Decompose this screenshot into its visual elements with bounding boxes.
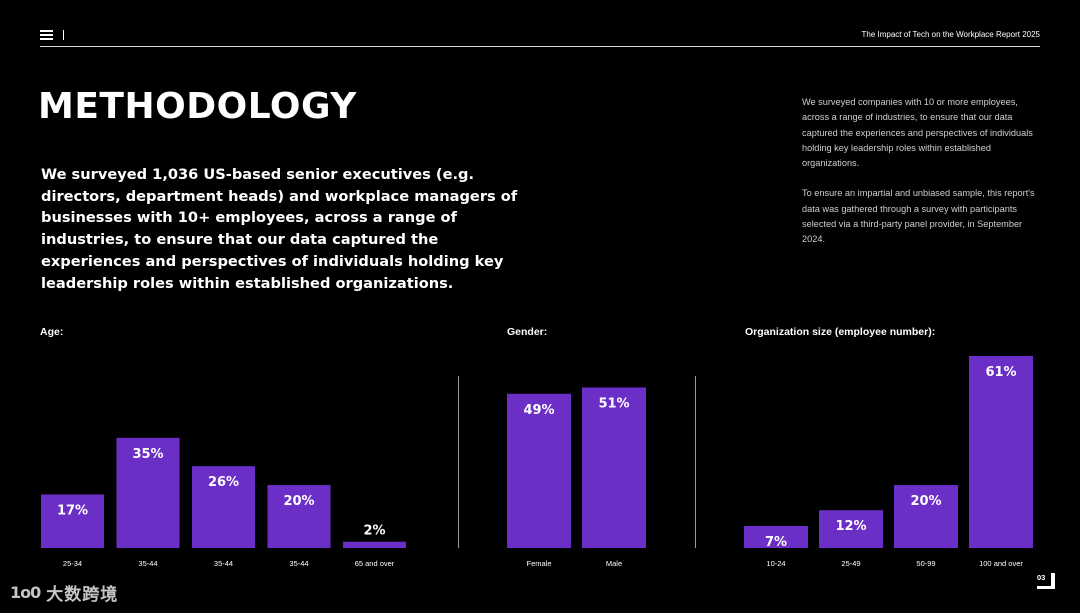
menu-icon[interactable] bbox=[40, 30, 53, 40]
gender-category-label-1: Female bbox=[526, 559, 551, 568]
side-note-paragraph-2: To ensure an impartial and unbiased samp… bbox=[802, 188, 1035, 245]
org-size-bar-label-1: 7% bbox=[765, 535, 787, 550]
header-divider bbox=[63, 30, 64, 40]
page-number-text: 03 bbox=[1037, 573, 1046, 582]
page-title: METHODOLOGY bbox=[38, 86, 357, 127]
side-note: We surveyed companies with 10 or more em… bbox=[802, 95, 1042, 263]
watermark-logo: 1o0 bbox=[10, 583, 41, 602]
top-bar: The Impact of Tech on the Workplace Repo… bbox=[40, 26, 1040, 46]
age-bar-label-4: 20% bbox=[283, 494, 314, 509]
org-size-category-label-4: 100 and over bbox=[979, 559, 1023, 568]
org-size-chart-title: Organization size (employee number): bbox=[745, 326, 936, 338]
org-size-bar-label-3: 20% bbox=[910, 494, 941, 509]
org-size-bar-2 bbox=[819, 510, 883, 548]
age-chart-title: Age: bbox=[40, 326, 64, 338]
age-category-label-2: 35-44 bbox=[138, 559, 157, 568]
org-size-category-label-2: 25-49 bbox=[841, 559, 860, 568]
age-bar-3 bbox=[192, 466, 255, 548]
age-bar-label-2: 35% bbox=[132, 447, 163, 462]
org-size-category-label-1: 10-24 bbox=[766, 559, 785, 568]
org-size-bar-label-4: 61% bbox=[985, 365, 1016, 380]
gender-bar-label-1: 49% bbox=[523, 403, 554, 418]
age-category-label-5: 65 and over bbox=[355, 559, 395, 568]
age-bar-4 bbox=[267, 485, 331, 548]
chart-divider-1 bbox=[458, 376, 459, 548]
watermark: 1o0 大数跨境 bbox=[10, 580, 118, 605]
gender-bar-label-2: 51% bbox=[598, 396, 629, 411]
age-category-label-1: 25-34 bbox=[63, 559, 82, 568]
chart-divider-2 bbox=[695, 376, 696, 548]
age-category-label-3: 35-44 bbox=[214, 559, 233, 568]
org-size-category-label-3: 50-99 bbox=[916, 559, 935, 568]
age-bar-2 bbox=[116, 437, 180, 548]
age-bar-5 bbox=[343, 541, 406, 548]
age-bar-label-1: 17% bbox=[57, 503, 88, 518]
gender-bar-1 bbox=[507, 393, 571, 548]
org-size-bar-1 bbox=[744, 525, 808, 548]
gender-category-label-2: Male bbox=[606, 559, 622, 568]
lead-paragraph: We surveyed 1,036 US-based senior execut… bbox=[41, 166, 518, 292]
age-category-label-4: 35-44 bbox=[289, 559, 308, 568]
age-bar-1 bbox=[41, 494, 104, 548]
org-size-bar-3 bbox=[894, 485, 958, 548]
report-title: The Impact of Tech on the Workplace Repo… bbox=[861, 30, 1040, 39]
org-size-bar-4 bbox=[969, 356, 1033, 548]
page-number: 03 bbox=[1037, 573, 1055, 589]
age-bar-label-5: 2% bbox=[363, 524, 385, 539]
gender-bar-2 bbox=[582, 387, 646, 548]
watermark-text: 大数跨境 bbox=[46, 585, 119, 605]
org-size-bar-label-2: 12% bbox=[835, 519, 866, 534]
age-bar-label-3: 26% bbox=[208, 475, 239, 490]
gender-chart-title: Gender: bbox=[507, 326, 548, 338]
side-note-paragraph-1: We surveyed companies with 10 or more em… bbox=[802, 97, 1033, 169]
header-rule bbox=[40, 46, 1040, 47]
